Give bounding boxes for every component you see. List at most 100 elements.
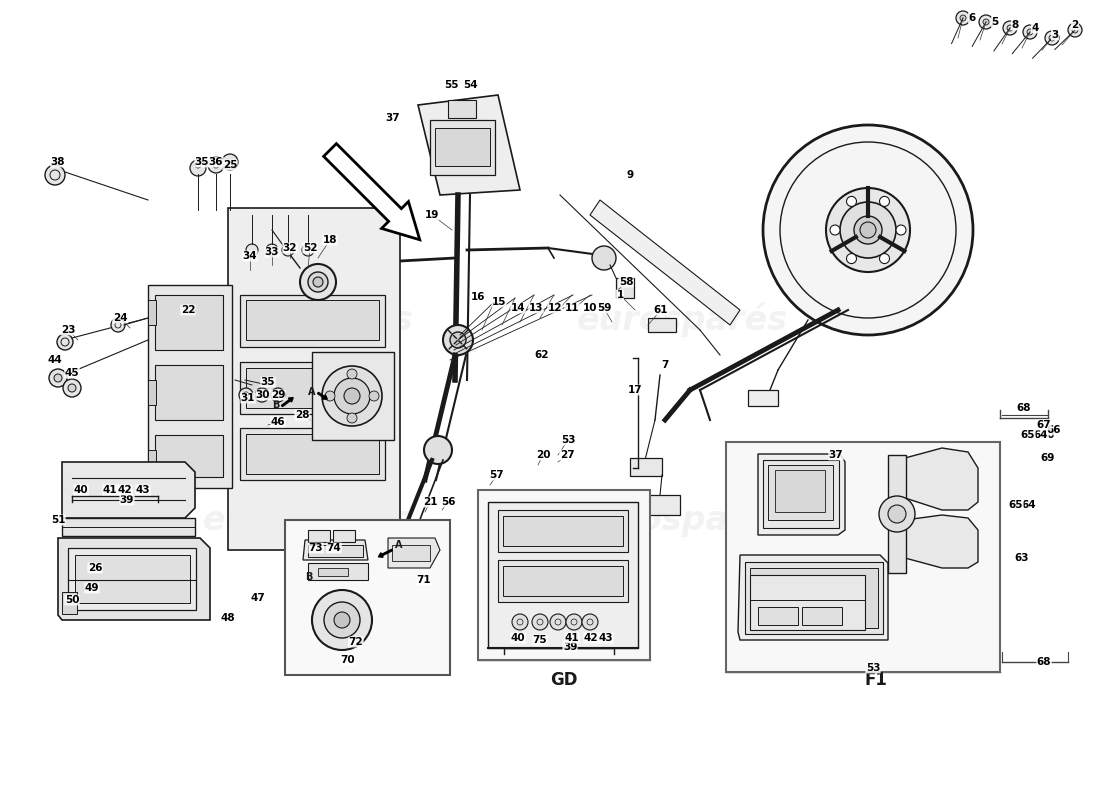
Bar <box>616 278 634 298</box>
Text: 19: 19 <box>425 210 439 220</box>
Bar <box>62 592 77 614</box>
Bar <box>246 300 380 340</box>
Circle shape <box>312 590 372 650</box>
Bar <box>62 518 195 536</box>
Text: 67: 67 <box>1036 420 1052 430</box>
Bar <box>392 545 430 561</box>
Circle shape <box>300 264 336 300</box>
Circle shape <box>830 225 840 235</box>
Bar <box>155 365 223 420</box>
Polygon shape <box>228 208 400 550</box>
Bar <box>308 530 330 542</box>
Bar <box>240 428 385 480</box>
Text: 16: 16 <box>471 292 485 302</box>
Circle shape <box>190 160 206 176</box>
Circle shape <box>346 413 358 423</box>
Bar <box>888 455 906 573</box>
Bar <box>240 295 385 347</box>
Circle shape <box>956 11 970 25</box>
Text: 21: 21 <box>422 497 438 507</box>
Text: 64: 64 <box>1022 500 1036 510</box>
Text: 11: 11 <box>564 303 580 313</box>
Text: 34: 34 <box>243 251 257 261</box>
Text: 20: 20 <box>536 450 550 460</box>
Text: 73: 73 <box>309 543 323 553</box>
Circle shape <box>50 369 67 387</box>
Bar <box>503 516 623 546</box>
Text: 8: 8 <box>1011 20 1019 30</box>
Text: 58: 58 <box>618 277 634 287</box>
Text: 7: 7 <box>661 360 669 370</box>
Circle shape <box>896 225 906 235</box>
Text: 43: 43 <box>598 633 614 643</box>
Circle shape <box>443 325 473 355</box>
Text: 52: 52 <box>302 243 317 253</box>
Circle shape <box>847 197 857 206</box>
Circle shape <box>450 332 466 348</box>
Text: 23: 23 <box>60 325 75 335</box>
Circle shape <box>308 272 328 292</box>
Text: 47: 47 <box>251 593 265 603</box>
Circle shape <box>840 202 896 258</box>
Text: 72: 72 <box>349 637 363 647</box>
Text: 46: 46 <box>271 417 285 427</box>
Bar <box>430 120 495 175</box>
Circle shape <box>763 125 974 335</box>
Circle shape <box>68 384 76 392</box>
Text: B: B <box>305 572 312 582</box>
Polygon shape <box>738 555 888 640</box>
Text: 6: 6 <box>968 13 976 23</box>
Polygon shape <box>488 502 638 648</box>
Text: 32: 32 <box>283 243 297 253</box>
Circle shape <box>847 254 857 263</box>
Text: 13: 13 <box>529 303 543 313</box>
Text: 39: 39 <box>563 642 578 652</box>
Text: 44: 44 <box>47 355 63 365</box>
Text: 10: 10 <box>583 303 597 313</box>
Circle shape <box>282 244 294 256</box>
Bar <box>745 562 883 634</box>
Text: 56: 56 <box>441 497 455 507</box>
Bar <box>503 566 623 596</box>
Text: 65: 65 <box>1021 430 1035 440</box>
Text: B: B <box>272 400 279 410</box>
Polygon shape <box>308 563 369 580</box>
Text: 28: 28 <box>295 410 309 420</box>
Bar <box>776 470 825 512</box>
Circle shape <box>208 157 224 173</box>
Text: 39: 39 <box>120 495 134 505</box>
Text: 2: 2 <box>1071 20 1079 30</box>
Bar <box>748 390 778 406</box>
Text: 64: 64 <box>1034 430 1048 440</box>
Text: 62: 62 <box>535 350 549 360</box>
Circle shape <box>512 614 528 630</box>
Text: 65: 65 <box>1009 500 1023 510</box>
Bar <box>763 460 839 528</box>
Circle shape <box>322 366 382 426</box>
Bar <box>498 510 628 552</box>
Circle shape <box>324 602 360 638</box>
Text: 41: 41 <box>564 633 580 643</box>
Polygon shape <box>62 462 195 518</box>
Circle shape <box>1027 29 1033 35</box>
Circle shape <box>424 436 452 464</box>
Text: 17: 17 <box>628 385 642 395</box>
Text: 75: 75 <box>532 635 548 645</box>
Circle shape <box>550 614 566 630</box>
FancyArrow shape <box>282 398 294 406</box>
Circle shape <box>854 216 882 244</box>
Circle shape <box>45 165 65 185</box>
Text: 35: 35 <box>195 157 209 167</box>
Circle shape <box>255 388 270 402</box>
Bar <box>148 300 156 325</box>
Text: 1: 1 <box>616 290 624 300</box>
Text: 60: 60 <box>1041 430 1055 440</box>
Text: 4: 4 <box>1032 23 1038 33</box>
Text: 38: 38 <box>51 157 65 167</box>
Polygon shape <box>418 95 520 195</box>
Circle shape <box>1003 21 1018 35</box>
Text: 12: 12 <box>548 303 562 313</box>
Polygon shape <box>905 515 978 568</box>
Circle shape <box>1023 25 1037 39</box>
Polygon shape <box>590 200 740 325</box>
